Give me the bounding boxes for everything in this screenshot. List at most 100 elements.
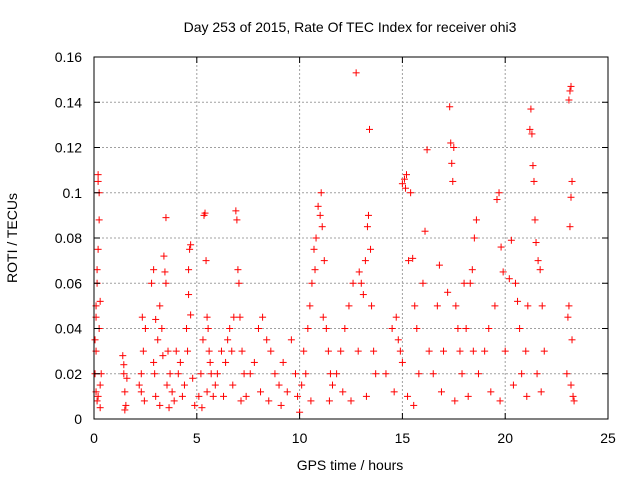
- data-point: [565, 302, 573, 310]
- data-point: [505, 275, 513, 283]
- data-point: [530, 177, 538, 185]
- data-point: [267, 347, 275, 355]
- data-point: [233, 216, 241, 224]
- data-point: [372, 370, 380, 378]
- data-point: [485, 325, 493, 332]
- data-point: [339, 388, 347, 396]
- data-point: [401, 184, 409, 192]
- data-point: [410, 401, 418, 409]
- data-point: [382, 370, 390, 378]
- data-point: [152, 392, 160, 400]
- data-point: [526, 125, 534, 133]
- data-point: [307, 397, 315, 405]
- data-point: [154, 336, 162, 344]
- data-point: [199, 336, 207, 344]
- data-point: [425, 347, 433, 355]
- data-point: [138, 313, 146, 321]
- data-point: [191, 401, 199, 409]
- data-point: [456, 347, 464, 355]
- data-point: [390, 388, 398, 396]
- data-point: [237, 397, 245, 405]
- data-point: [184, 347, 192, 355]
- data-point: [202, 257, 210, 265]
- data-point: [472, 216, 480, 224]
- data-point: [152, 315, 160, 323]
- data-point: [421, 227, 429, 235]
- data-point: [189, 374, 197, 382]
- data-point: [96, 297, 104, 305]
- data-point: [220, 392, 228, 400]
- y-tick-label: 0.1: [63, 185, 83, 201]
- data-point: [123, 374, 131, 382]
- data-point: [228, 347, 236, 355]
- data-point: [304, 325, 312, 332]
- data-point: [213, 370, 221, 378]
- y-tick-label: 0: [74, 411, 82, 427]
- data-point: [435, 261, 443, 269]
- data-point: [120, 361, 128, 369]
- data-point: [254, 325, 262, 332]
- data-point: [319, 313, 327, 321]
- data-point: [396, 347, 404, 355]
- data-point: [448, 159, 456, 167]
- data-point: [283, 388, 291, 396]
- data-point: [481, 347, 489, 355]
- data-point: [357, 279, 365, 287]
- data-point: [446, 103, 454, 111]
- data-point: [186, 245, 194, 253]
- data-point: [230, 313, 238, 321]
- data-point: [195, 392, 203, 400]
- data-point: [156, 302, 164, 310]
- data-point: [120, 370, 128, 378]
- data-point: [352, 69, 360, 77]
- data-point: [496, 397, 504, 405]
- data-point: [495, 189, 503, 197]
- y-tick-label: 0.16: [55, 49, 82, 65]
- data-point: [415, 370, 423, 378]
- data-point: [419, 279, 427, 287]
- data-point: [450, 144, 458, 151]
- data-point: [234, 266, 242, 274]
- data-point: [211, 381, 219, 389]
- data-point: [423, 146, 431, 154]
- data-point: [400, 175, 408, 183]
- y-tick-label: 0.02: [55, 366, 82, 382]
- data-point: [354, 347, 362, 355]
- data-point: [162, 279, 170, 287]
- data-point: [333, 370, 341, 378]
- y-tick-label: 0.04: [55, 321, 82, 337]
- data-point: [185, 291, 193, 299]
- x-tick-label: 20: [497, 430, 513, 446]
- chart-title: Day 253 of 2015, Rate Of TEC Index for r…: [184, 19, 517, 35]
- data-point: [160, 252, 168, 260]
- data-point: [516, 325, 524, 332]
- data-point: [137, 370, 145, 378]
- data-point: [311, 266, 319, 274]
- data-point: [398, 180, 406, 188]
- data-point: [178, 392, 186, 400]
- data-point: [370, 347, 378, 355]
- x-tick-label: 25: [600, 430, 616, 446]
- data-point: [206, 358, 214, 366]
- data-point: [232, 207, 240, 215]
- data-point: [165, 404, 173, 412]
- data-point: [168, 388, 176, 396]
- data-point: [514, 297, 522, 305]
- data-point: [222, 358, 230, 366]
- data-point: [259, 313, 267, 321]
- data-point: [509, 381, 517, 389]
- data-point: [460, 279, 468, 287]
- data-point: [326, 370, 334, 378]
- data-point: [511, 279, 519, 287]
- data-point: [294, 392, 302, 400]
- data-point: [205, 347, 213, 355]
- data-point: [411, 302, 419, 310]
- data-point: [121, 406, 129, 414]
- data-point: [347, 397, 355, 405]
- data-point: [137, 388, 145, 396]
- data-point: [497, 243, 505, 251]
- data-point: [566, 87, 574, 95]
- data-point: [499, 268, 507, 276]
- x-axis-label: GPS time / hours: [297, 457, 404, 473]
